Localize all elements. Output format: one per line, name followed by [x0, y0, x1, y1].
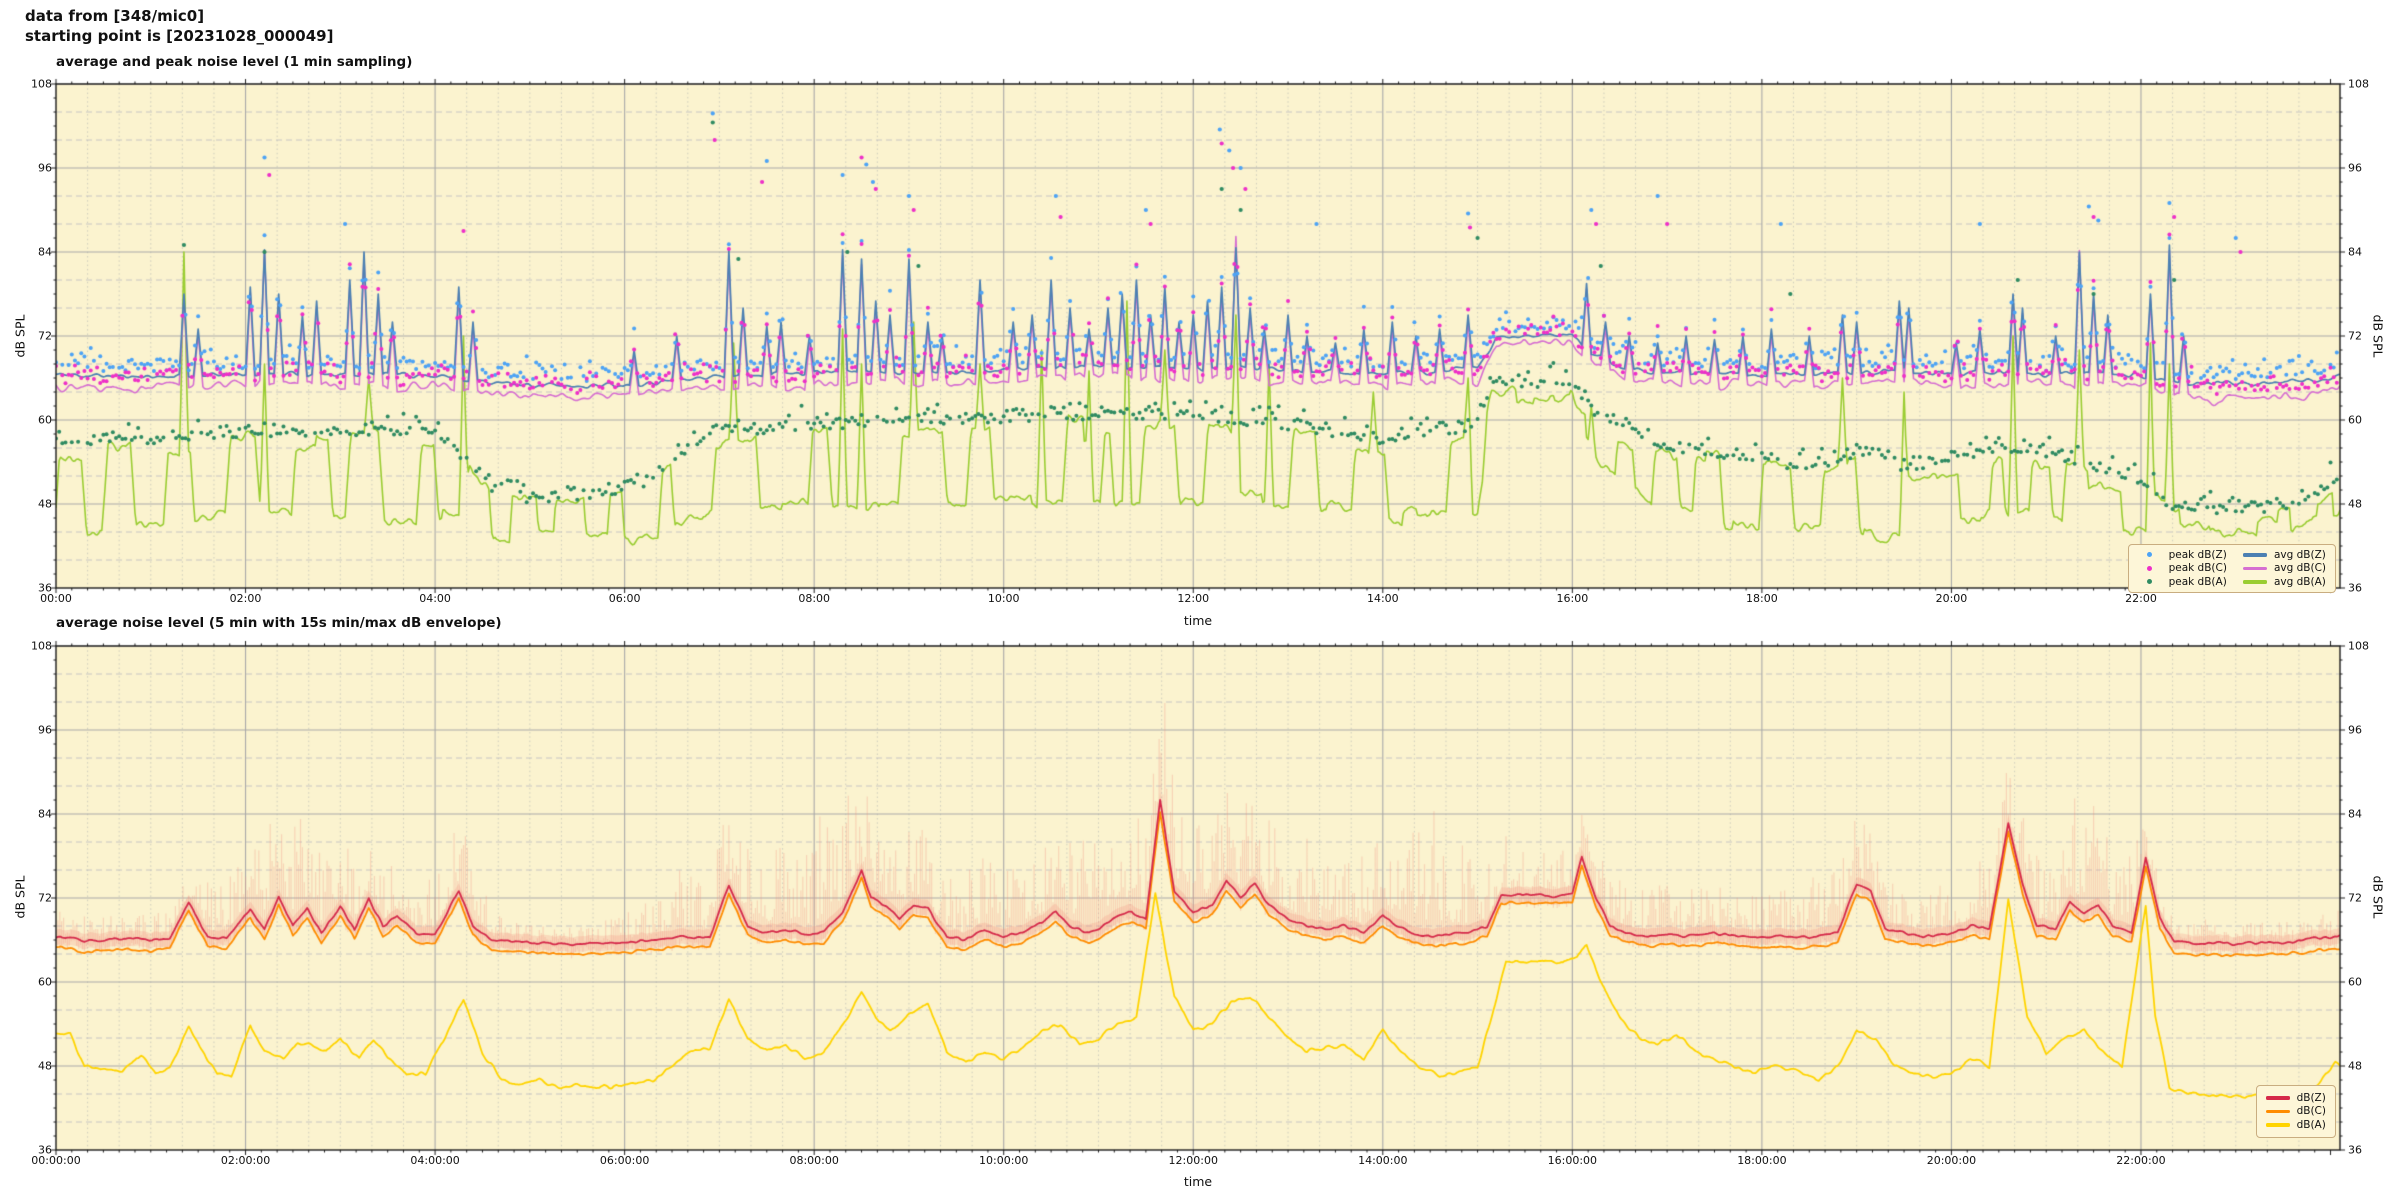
legend-label: dB(Z) — [2296, 1091, 2326, 1104]
y-tick-label: 60 — [38, 975, 52, 989]
y-tick-label: 84 — [38, 245, 52, 259]
x-tick-label: 22:00 — [2125, 592, 2157, 605]
x-tick-label: 10:00 — [987, 592, 1020, 605]
y-tick-label-right: 84 — [2348, 245, 2362, 259]
legend-dot-marker — [2147, 565, 2153, 571]
x-tick-label: 14:00 — [1366, 592, 1399, 605]
x-tick-label: 02:00:00 — [220, 1154, 271, 1167]
y-tick-label: 84 — [38, 807, 52, 821]
legend-line-swatch — [2265, 1123, 2290, 1127]
y-tick-label: 72 — [38, 891, 52, 905]
y-tick-label-right: 72 — [2348, 329, 2362, 343]
x-tick-label: 18:00 — [1746, 592, 1778, 605]
chart1-yaxis-label-right: dB SPL — [2370, 314, 2386, 358]
y-tick-label: 96 — [38, 723, 52, 737]
chart1-yaxis-label-left: dB SPL — [12, 314, 28, 358]
x-tick-label: 14:00:00 — [1358, 1154, 1408, 1167]
chart1-xaxis-label: time — [1183, 613, 1213, 628]
legend-label: avg dB(Z) — [2273, 548, 2326, 561]
chart2-legend: dB(Z) dB(C) dB(A) — [2255, 1085, 2336, 1138]
chart2-title: average noise level (5 min with 15s min/… — [56, 615, 502, 631]
legend-entry: avg dB(C) — [2242, 562, 2326, 576]
x-tick-label: 18:00:00 — [1737, 1154, 1787, 1167]
x-tick-label: 04:00:00 — [410, 1154, 460, 1167]
x-tick-label: 12:00:00 — [1168, 1154, 1218, 1167]
chart2-xaxis-label: time — [1183, 1174, 1213, 1189]
y-tick-label-right: 108 — [2348, 77, 2369, 91]
y-tick-label-right: 60 — [2348, 975, 2362, 989]
legend-label: dB(C) — [2296, 1105, 2326, 1118]
y-tick-label-right: 60 — [2348, 413, 2362, 427]
legend-line-swatch — [2242, 553, 2267, 557]
x-tick-label: 22:00:00 — [2116, 1154, 2166, 1167]
x-tick-label: 20:00:00 — [1926, 1154, 1977, 1167]
legend-line-swatch — [2265, 1096, 2290, 1100]
x-tick-label: 16:00 — [1556, 592, 1589, 605]
y-tick-label: 48 — [38, 1059, 52, 1073]
y-tick-label: 48 — [38, 497, 52, 511]
x-tick-label: 12:00 — [1177, 592, 1210, 605]
x-tick-label: 06:00 — [608, 592, 641, 605]
chart1-title: average and peak noise level (1 min samp… — [56, 54, 413, 70]
x-tick-label: 10:00:00 — [979, 1154, 1029, 1167]
y-tick-label-right: 96 — [2348, 161, 2362, 175]
legend-label: avg dB(C) — [2273, 562, 2326, 575]
x-tick-label: 08:00:00 — [789, 1154, 839, 1167]
x-tick-label: 02:00 — [229, 592, 262, 605]
y-tick-label-right: 96 — [2348, 723, 2362, 737]
y-tick-label-right: 36 — [2348, 581, 2362, 595]
y-tick-label: 108 — [31, 77, 52, 91]
legend-line-swatch — [2242, 580, 2267, 584]
legend-entry: peak dB(A) — [2138, 575, 2227, 589]
legend-entry: peak dB(C) — [2138, 562, 2227, 576]
legend-dot-marker — [2147, 579, 2153, 585]
legend-entry: dB(Z) — [2265, 1091, 2326, 1105]
legend-entry: avg dB(A) — [2242, 575, 2326, 589]
header-line-1: data from [348/mic0] — [25, 7, 205, 25]
legend-label: dB(A) — [2296, 1118, 2326, 1131]
legend-label: peak dB(A) — [2168, 575, 2227, 588]
legend-entry: peak dB(Z) — [2138, 548, 2227, 562]
legend-label: peak dB(Z) — [2168, 548, 2227, 561]
x-tick-label: 08:00 — [798, 592, 831, 605]
y-tick-label-right: 84 — [2348, 807, 2362, 821]
y-tick-label-right: 36 — [2348, 1143, 2362, 1157]
y-tick-label: 108 — [31, 639, 52, 653]
x-tick-label: 16:00:00 — [1547, 1154, 1598, 1167]
x-tick-label: 06:00:00 — [599, 1154, 650, 1167]
legend-label: avg dB(A) — [2273, 575, 2326, 588]
legend-line-swatch — [2242, 566, 2267, 570]
y-tick-label: 60 — [38, 413, 52, 427]
chart1-legend: peak dB(Z) peak dB(C) peak dB(A) avg dB(Z) a… — [2127, 544, 2336, 593]
x-tick-label: 00:00:00 — [31, 1154, 81, 1167]
legend-line-swatch — [2265, 1109, 2290, 1113]
legend-entry: dB(A) — [2265, 1118, 2326, 1132]
chart2-yaxis-label-left: dB SPL — [12, 875, 28, 919]
legend-label: peak dB(C) — [2168, 562, 2227, 575]
y-tick-label: 36 — [38, 1143, 52, 1157]
legend-entry: avg dB(Z) — [2242, 548, 2326, 562]
y-tick-label: 96 — [38, 161, 52, 175]
legend-dot-marker — [2147, 552, 2153, 558]
chart2-yaxis-label-right: dB SPL — [2370, 875, 2386, 919]
x-tick-label: 20:00 — [1935, 592, 1968, 605]
y-tick-label-right: 72 — [2348, 891, 2362, 905]
y-tick-label: 72 — [38, 329, 52, 343]
y-tick-label: 36 — [38, 581, 52, 595]
x-tick-label: 00:00 — [40, 592, 72, 605]
y-tick-label-right: 48 — [2348, 1059, 2362, 1073]
legend-entry: dB(C) — [2265, 1105, 2326, 1119]
y-tick-label-right: 48 — [2348, 497, 2362, 511]
y-tick-label-right: 108 — [2348, 639, 2369, 653]
x-tick-label: 04:00 — [419, 592, 451, 605]
header-line-2: starting point is [20231028_000049] — [25, 27, 334, 45]
